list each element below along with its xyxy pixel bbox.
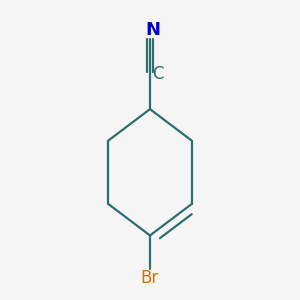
Text: Br: Br (141, 269, 159, 287)
Text: C: C (152, 65, 164, 83)
Text: N: N (146, 21, 160, 39)
